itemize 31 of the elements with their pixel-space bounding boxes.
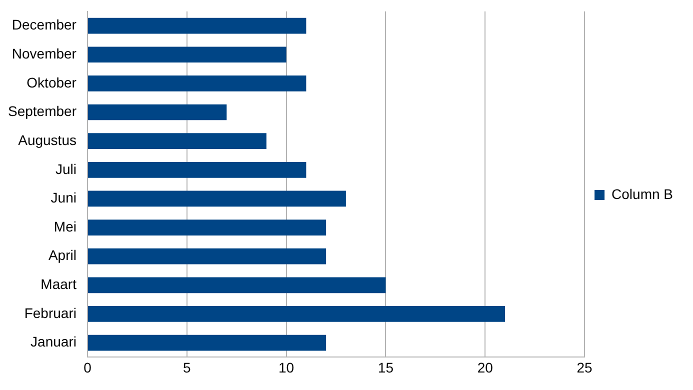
bar [88, 76, 306, 92]
y-tick-label: Februari [24, 304, 76, 321]
x-tick-label: 25 [576, 359, 593, 376]
x-tick-label: 5 [182, 359, 191, 376]
bar [88, 18, 306, 34]
bar [88, 190, 346, 207]
bar [88, 306, 506, 322]
y-tick-label: September [8, 103, 77, 120]
y-tick-label: Oktober [26, 74, 77, 90]
bar [88, 277, 386, 294]
bar [88, 133, 266, 149]
bar [88, 334, 326, 351]
bar [88, 220, 326, 236]
bar [88, 248, 326, 264]
x-tick-label: 15 [378, 359, 394, 376]
legend-label: Column B [612, 186, 673, 202]
x-tick-label: 10 [278, 359, 294, 376]
bar [88, 46, 286, 63]
bar [88, 104, 227, 120]
y-tick-label: Augustus [18, 132, 76, 148]
y-tick-label: Januari [30, 334, 76, 350]
y-tick-label: April [48, 247, 76, 264]
y-tick-label: December [12, 16, 77, 33]
bar [88, 162, 306, 178]
y-tick-label: Mei [54, 218, 76, 234]
y-tick-label: Maart [40, 276, 77, 292]
x-tick-label: 0 [84, 359, 92, 376]
x-tick-label: 20 [477, 359, 494, 376]
y-tick-label: Juni [50, 190, 76, 206]
y-tick-label: Juli [55, 160, 76, 177]
y-tick-label: November [12, 45, 77, 62]
